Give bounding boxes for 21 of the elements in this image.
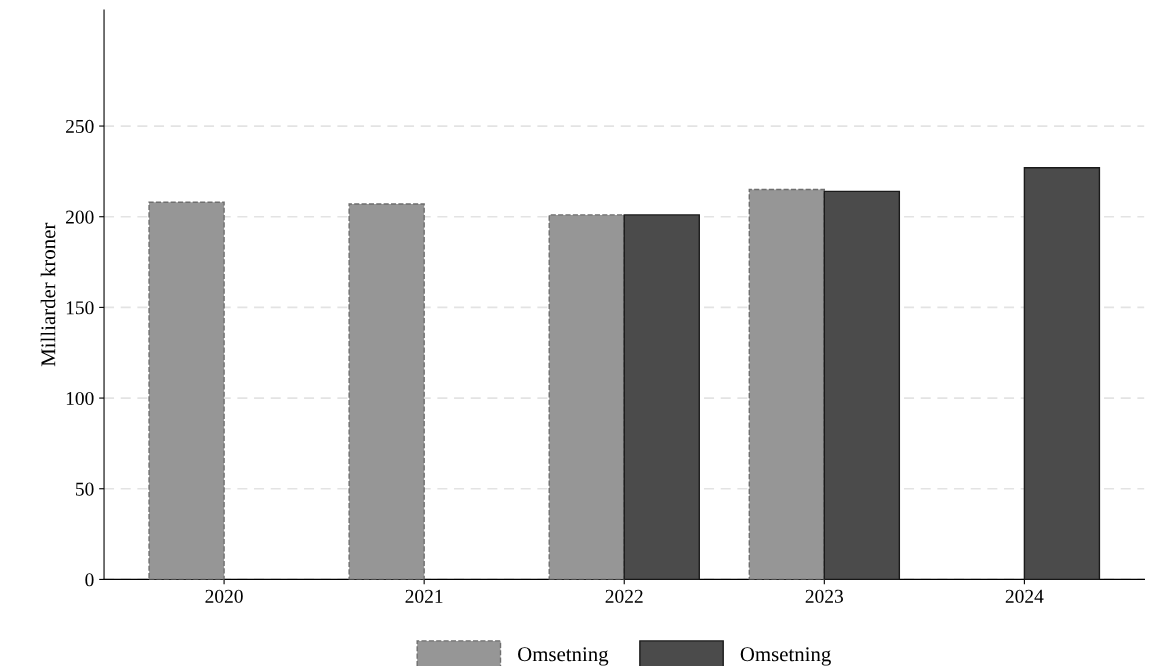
legend-label: Omsetning (518, 647, 609, 666)
y-axis-title: Milliarder kroner (40, 222, 56, 367)
x-tick-label: 2023 (805, 589, 843, 603)
x-tick-label: 2021 (405, 589, 443, 603)
y-tick-label: 150 (66, 301, 94, 315)
y-tick-label: 50 (76, 482, 94, 496)
y-tick-label: 0 (85, 573, 94, 587)
y-tick-label: 100 (66, 391, 94, 406)
bar (548, 214, 625, 580)
x-tick-label: 2024 (1005, 589, 1044, 603)
y-tick-label: 250 (66, 119, 94, 133)
y-tick-label: 200 (66, 210, 94, 224)
bar (823, 190, 901, 580)
bar (348, 203, 425, 580)
legend-label: Omsetning (740, 647, 831, 666)
x-tick-label: 2020 (205, 589, 243, 603)
bar (148, 201, 225, 580)
x-tick-label: 2022 (605, 589, 643, 603)
bar (623, 214, 700, 580)
bar (1023, 167, 1101, 580)
bar (748, 188, 826, 580)
